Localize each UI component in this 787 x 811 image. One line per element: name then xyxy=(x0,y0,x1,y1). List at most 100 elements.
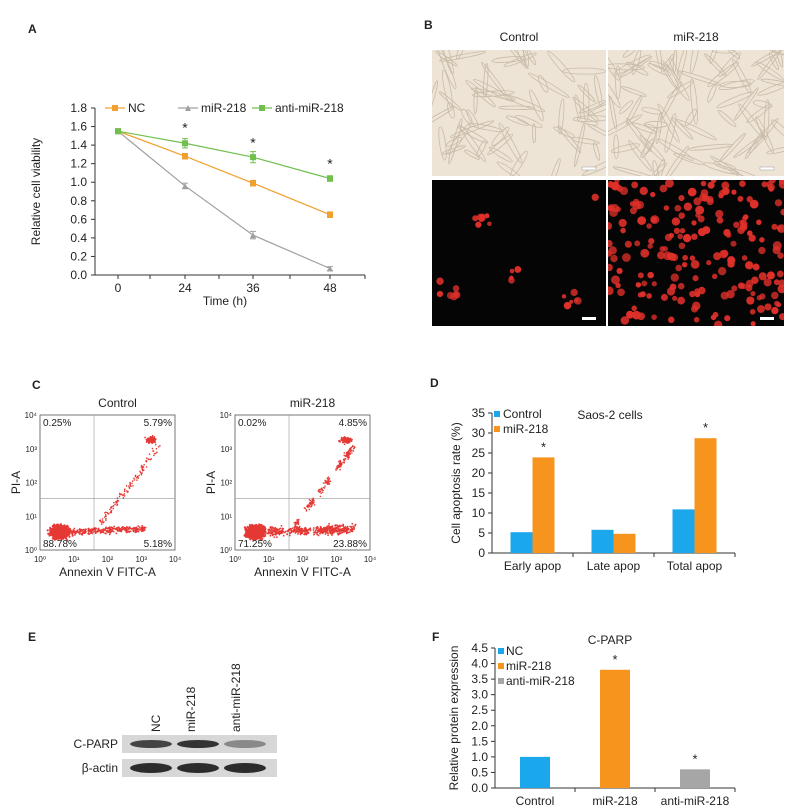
x-tick-label: 0 xyxy=(115,281,122,295)
cell-outline xyxy=(645,123,662,133)
flow-dot xyxy=(132,528,135,530)
stained-cell xyxy=(570,288,578,297)
series-line xyxy=(117,130,331,270)
flow-dot xyxy=(141,526,144,529)
x-tick-label: 10⁴ xyxy=(364,555,377,564)
legend-label: miR-218 xyxy=(503,422,549,436)
x-tick-label: Late apop xyxy=(587,559,641,573)
flow-dot xyxy=(148,438,151,441)
flow-dot xyxy=(324,526,326,529)
x-tick-label: 24 xyxy=(178,281,192,295)
flow-dot xyxy=(71,532,73,534)
stained-cell xyxy=(608,286,614,296)
flow-dot xyxy=(115,528,118,531)
cell-outline xyxy=(447,123,471,155)
cell-outline xyxy=(523,50,530,68)
data-point xyxy=(250,154,256,161)
flow-dot xyxy=(325,529,328,532)
stained-cell xyxy=(611,275,620,285)
flow-dot xyxy=(348,531,351,534)
cparp-bar-chart: 0.0 0.51.0 1.52.0 2.53.0 3.54.0 4.5 Relative p… xyxy=(447,633,736,808)
flow-dot xyxy=(147,437,150,440)
stained-cell xyxy=(693,197,702,206)
flow-dot xyxy=(339,468,341,471)
flow-dot xyxy=(76,531,79,533)
cell-outline xyxy=(625,95,643,125)
cell-outline xyxy=(615,65,621,100)
legend-swatch xyxy=(494,411,500,417)
protein-band xyxy=(130,740,172,748)
scale-bar xyxy=(582,317,596,320)
flow-dot xyxy=(94,530,97,533)
legend-label: NC xyxy=(128,101,146,115)
cell-outline xyxy=(661,53,675,73)
stained-cell xyxy=(675,264,683,272)
stained-cell xyxy=(776,270,784,278)
cell-outline xyxy=(547,50,576,83)
flow-dot xyxy=(68,533,71,536)
flow-dot xyxy=(76,529,79,532)
flow-dot xyxy=(350,446,353,449)
stained-cell xyxy=(624,240,632,248)
flow-dot xyxy=(253,530,256,533)
flow-dot xyxy=(143,463,145,466)
stained-cell xyxy=(610,254,618,263)
stained-cell xyxy=(681,261,688,268)
significance-star: * xyxy=(182,119,188,135)
flow-dot xyxy=(348,449,350,452)
panel-label-a: A xyxy=(28,22,37,36)
stained-cell xyxy=(648,237,655,245)
data-point xyxy=(115,128,121,135)
flow-dot xyxy=(351,529,353,532)
stained-cell xyxy=(617,288,625,297)
flow-dot xyxy=(71,530,74,533)
stained-cell xyxy=(749,199,759,209)
flow-dot xyxy=(342,530,345,533)
stained-cell xyxy=(508,276,515,284)
legend-marker xyxy=(112,105,118,111)
flow-dot xyxy=(346,525,349,528)
flow-dot xyxy=(123,528,126,531)
cell-outline xyxy=(756,61,784,81)
flow-dot xyxy=(343,452,346,454)
flow-dot xyxy=(330,528,333,531)
flow-dot xyxy=(304,532,306,535)
cell-outline xyxy=(496,161,522,176)
y-tick-label: 1.6 xyxy=(70,120,87,134)
flow-dot xyxy=(125,485,128,487)
flow-dot xyxy=(53,534,56,538)
image-background xyxy=(432,180,606,326)
flow-dot xyxy=(331,527,334,530)
flow-dot xyxy=(331,525,334,528)
flow-dot xyxy=(53,524,56,527)
flow-dot xyxy=(81,533,84,536)
flow-dot xyxy=(248,530,251,533)
flow-dot xyxy=(349,437,352,440)
stained-cell xyxy=(779,313,784,321)
flow-dot xyxy=(324,485,326,487)
cell-outline xyxy=(581,157,606,176)
cell-outline xyxy=(685,108,697,127)
cell-outline xyxy=(620,56,653,78)
stained-cell xyxy=(616,267,623,274)
flow-dot xyxy=(286,533,289,536)
flow-dot xyxy=(115,501,117,503)
panel-b-title-control: Control xyxy=(499,30,539,44)
stained-cell xyxy=(620,316,630,325)
cell-outline xyxy=(572,115,606,122)
stained-cell xyxy=(683,202,693,211)
flow-dot xyxy=(324,482,326,484)
cell-outline xyxy=(690,78,698,126)
flow-dot xyxy=(350,449,353,452)
flow-dot xyxy=(67,526,70,528)
stained-cell xyxy=(608,204,615,212)
flow-dot xyxy=(63,536,67,539)
flow-dot xyxy=(306,505,308,508)
flow-dot xyxy=(114,503,116,506)
flow-dot xyxy=(129,527,132,530)
flow-dot xyxy=(143,526,146,529)
flow-dot xyxy=(120,526,123,529)
flow-dot xyxy=(274,531,277,534)
stained-cell xyxy=(697,227,707,237)
flow-dot xyxy=(127,530,130,533)
